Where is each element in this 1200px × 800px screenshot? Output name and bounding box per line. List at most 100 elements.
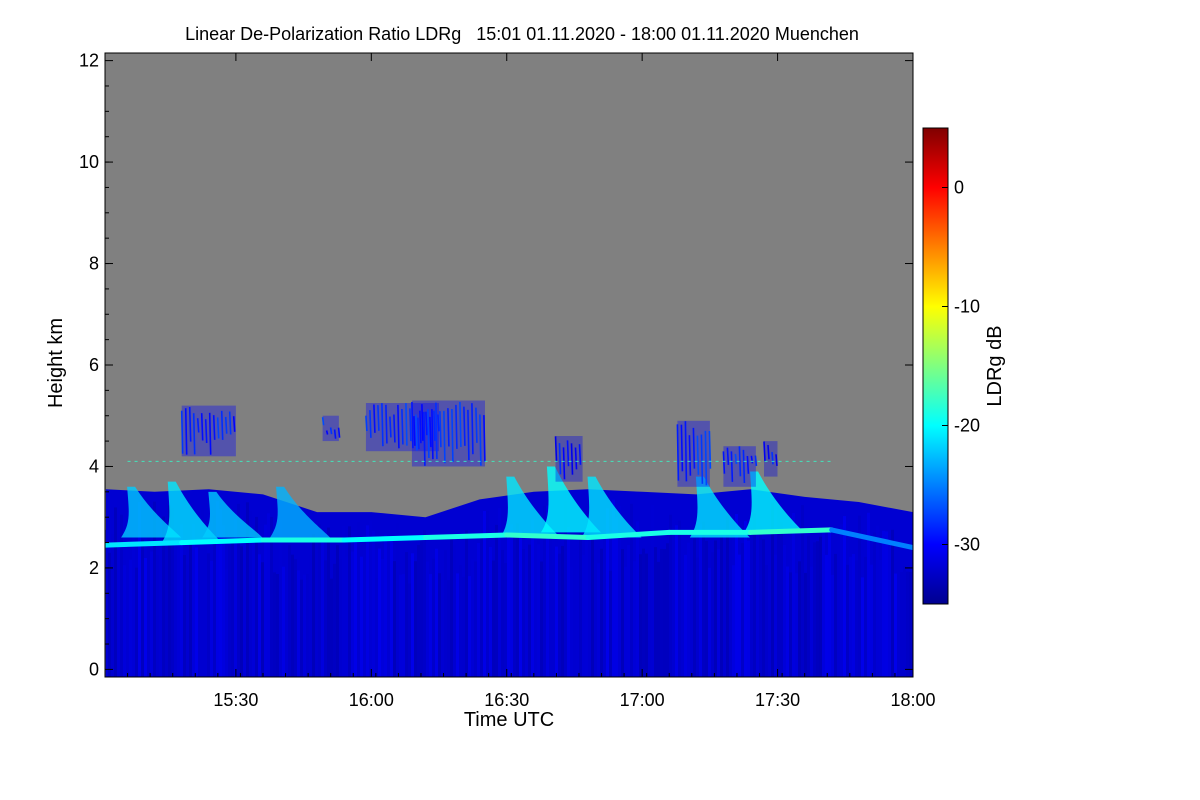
texture-column	[771, 502, 774, 677]
texture-column	[768, 554, 771, 677]
cirrus-streak	[405, 403, 408, 446]
texture-column	[459, 565, 462, 677]
colorbar-label: LDRg dB	[984, 325, 1006, 406]
texture-column	[411, 553, 414, 677]
texture-column	[870, 564, 873, 677]
cirrus-streak	[435, 402, 438, 460]
texture-column	[522, 549, 525, 677]
heatmap-field	[105, 400, 913, 677]
texture-column	[660, 548, 663, 677]
texture-column	[615, 517, 618, 677]
fall-streak	[581, 476, 642, 538]
cirrus-streak	[750, 455, 754, 464]
x-tick-label: 17:00	[620, 690, 665, 710]
cirrus-streak	[321, 417, 325, 426]
cirrus-streak	[427, 409, 430, 459]
cirrus-streak	[401, 408, 404, 445]
texture-column	[561, 545, 564, 677]
texture-column	[285, 573, 288, 677]
texture-column	[558, 553, 561, 677]
cirrus-streak	[443, 410, 446, 464]
texture-column	[339, 559, 342, 677]
cirrus-streak	[433, 410, 436, 441]
texture-column	[384, 534, 387, 677]
texture-column	[270, 517, 273, 677]
texture-column	[579, 533, 582, 677]
texture-column	[528, 544, 531, 677]
texture-column	[288, 545, 291, 677]
cirrus-streak	[475, 407, 478, 443]
cirrus-streak	[742, 449, 746, 484]
texture-column	[396, 522, 399, 677]
cirrus-streak	[381, 403, 384, 447]
texture-column	[291, 554, 294, 677]
cirrus-streak	[554, 436, 558, 462]
texture-column	[363, 538, 366, 677]
texture-column	[618, 505, 621, 677]
texture-column	[564, 501, 567, 677]
texture-column	[180, 524, 183, 677]
texture-column	[111, 534, 114, 677]
cirrus-streak	[337, 427, 341, 438]
texture-column	[645, 553, 648, 677]
texture-column	[141, 539, 144, 677]
texture-column	[513, 532, 516, 677]
texture-column	[738, 554, 741, 677]
texture-column	[204, 538, 207, 677]
cirrus-streak	[417, 417, 420, 450]
texture-column	[315, 535, 318, 677]
cirrus-streak	[578, 444, 582, 465]
texture-column	[834, 553, 837, 677]
texture-column	[822, 528, 825, 677]
texture-column	[780, 521, 783, 677]
texture-column	[156, 555, 159, 677]
texture-column	[399, 574, 402, 677]
texture-column	[639, 554, 642, 677]
texture-column	[252, 539, 255, 677]
texture-column	[543, 505, 546, 677]
cirrus-streak	[684, 421, 688, 482]
texture-column	[465, 530, 468, 677]
texture-column	[642, 548, 645, 677]
texture-column	[831, 574, 834, 677]
texture-column	[414, 561, 417, 677]
texture-column	[867, 512, 870, 677]
texture-column	[651, 505, 654, 677]
texture-column	[864, 556, 867, 677]
texture-column	[234, 519, 237, 677]
texture-column	[348, 526, 351, 677]
cirrus-streak	[373, 404, 376, 433]
texture-column	[903, 565, 906, 677]
texture-column	[126, 554, 129, 677]
texture-column	[387, 556, 390, 677]
texture-column	[255, 516, 258, 677]
texture-column	[891, 529, 894, 677]
cirrus-streak	[200, 413, 204, 441]
y-tick-label: 10	[79, 152, 99, 172]
fall-streak	[202, 491, 263, 538]
texture-column	[306, 573, 309, 677]
texture-column	[675, 525, 678, 677]
texture-column	[150, 551, 153, 677]
texture-column	[777, 505, 780, 677]
texture-column	[603, 522, 606, 677]
texture-column	[231, 543, 234, 677]
texture-column	[489, 547, 492, 677]
texture-column	[525, 532, 528, 677]
cirrus-streak	[479, 414, 482, 466]
texture-column	[801, 505, 804, 677]
cirrus-streak	[726, 447, 730, 465]
texture-column	[429, 574, 432, 677]
texture-column	[303, 574, 306, 677]
cirrus-streak	[447, 408, 450, 447]
texture-column	[198, 535, 201, 677]
texture-column	[135, 567, 138, 677]
texture-column	[756, 528, 759, 677]
texture-column	[573, 559, 576, 677]
cirrus-streak	[708, 430, 712, 469]
y-tick-label: 2	[89, 558, 99, 578]
texture-column	[426, 561, 429, 677]
texture-column	[498, 507, 501, 677]
texture-column	[837, 524, 840, 677]
texture-column	[486, 510, 489, 677]
